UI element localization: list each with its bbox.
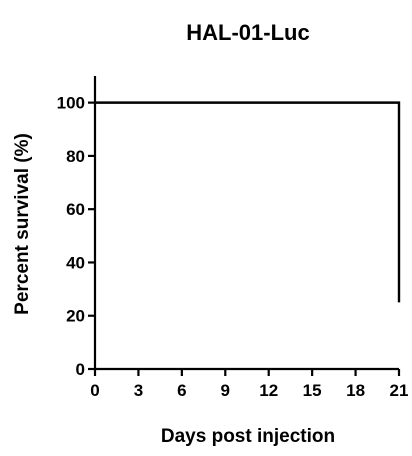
x-axis-title: Days post injection <box>161 426 335 447</box>
series-layer <box>95 101 401 303</box>
axes: 0 20 40 60 80 100 0 3 6 9 12 15 18 21 <box>57 76 409 400</box>
survival-curve <box>95 101 401 303</box>
x-tick-label: 3 <box>134 381 143 400</box>
x-tick-label: 0 <box>90 381 99 400</box>
y-axis-title: Percent survival (%) <box>12 133 33 315</box>
x-tick-label: 9 <box>221 381 230 400</box>
y-tick-label: 80 <box>66 147 85 166</box>
y-tick-label: 20 <box>66 307 85 326</box>
y-tick-label: 40 <box>66 253 85 272</box>
y-tick-label: 60 <box>66 200 85 219</box>
x-tick-label: 12 <box>259 381 278 400</box>
x-tick-label: 18 <box>346 381 365 400</box>
x-tick-label: 21 <box>390 381 409 400</box>
x-tick-label: 6 <box>177 381 186 400</box>
y-tick-label: 0 <box>76 360 85 379</box>
y-tick-label: 100 <box>57 94 85 113</box>
x-tick-label: 15 <box>303 381 322 400</box>
chart-title: HAL-01-Luc <box>186 20 309 45</box>
